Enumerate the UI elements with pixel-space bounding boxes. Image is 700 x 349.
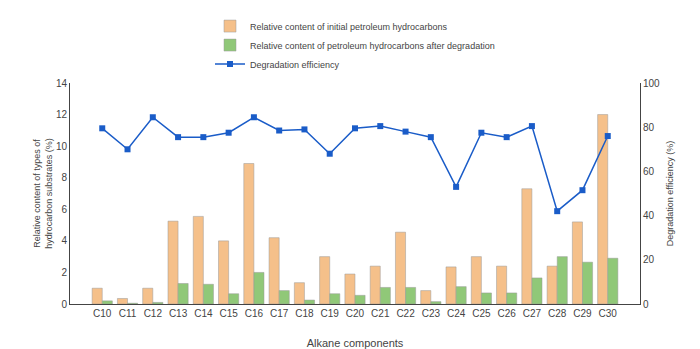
svg-text:Relative content of petroleum: Relative content of petroleum hydrocarbo… (250, 41, 495, 51)
svg-text:C13: C13 (169, 308, 188, 319)
svg-text:40: 40 (643, 210, 655, 221)
svg-text:C16: C16 (245, 308, 264, 319)
svg-text:14: 14 (56, 78, 68, 89)
svg-text:0: 0 (643, 299, 649, 310)
svg-text:C12: C12 (144, 308, 163, 319)
svg-text:20: 20 (643, 254, 655, 265)
svg-text:C27: C27 (523, 308, 542, 319)
svg-text:C21: C21 (371, 308, 390, 319)
svg-text:8: 8 (61, 172, 67, 183)
svg-text:2: 2 (61, 267, 67, 278)
svg-text:C14: C14 (194, 308, 213, 319)
svg-text:C29: C29 (573, 308, 592, 319)
svg-text:0: 0 (61, 299, 67, 310)
svg-text:Relative content of initial pe: Relative content of initial petroleum hy… (250, 22, 448, 32)
svg-text:4: 4 (61, 235, 67, 246)
svg-text:100: 100 (643, 78, 660, 89)
svg-text:C30: C30 (599, 308, 618, 319)
svg-text:60: 60 (643, 166, 655, 177)
svg-text:C20: C20 (346, 308, 365, 319)
svg-text:C22: C22 (396, 308, 415, 319)
svg-text:C18: C18 (295, 308, 314, 319)
svg-text:C11: C11 (119, 308, 137, 319)
svg-text:Relative content of types ofhy: Relative content of types ofhydrocarbon … (32, 138, 54, 249)
svg-text:C25: C25 (472, 308, 491, 319)
svg-text:C23: C23 (422, 308, 441, 319)
svg-text:C24: C24 (447, 308, 466, 319)
svg-text:C10: C10 (93, 308, 112, 319)
svg-text:6: 6 (61, 204, 67, 215)
svg-text:C19: C19 (321, 308, 340, 319)
svg-text:Degradation efficiency: Degradation efficiency (250, 60, 339, 70)
svg-text:10: 10 (56, 141, 68, 152)
svg-text:Alkane components: Alkane components (307, 337, 404, 349)
svg-text:C28: C28 (548, 308, 567, 319)
svg-text:C26: C26 (497, 308, 516, 319)
svg-text:80: 80 (643, 122, 655, 133)
svg-text:Degradation efficiency (%): Degradation efficiency (%) (665, 141, 675, 246)
svg-text:12: 12 (56, 109, 68, 120)
svg-text:C17: C17 (270, 308, 289, 319)
svg-text:C15: C15 (219, 308, 238, 319)
